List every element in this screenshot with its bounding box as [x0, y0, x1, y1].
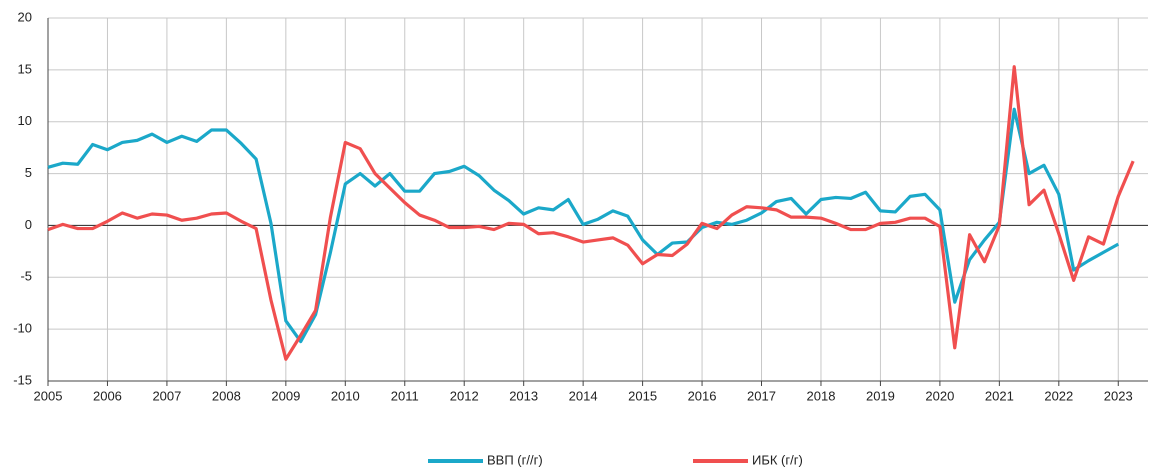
x-tick-label: 2007	[152, 388, 181, 403]
x-tick-label: 2005	[34, 388, 63, 403]
x-tick-label: 2010	[331, 388, 360, 403]
y-tick-label: -15	[13, 372, 32, 387]
x-tick-label: 2008	[212, 388, 241, 403]
x-tick-label: 2009	[271, 388, 300, 403]
x-tick-label: 2012	[450, 388, 479, 403]
x-tick-label: 2023	[1104, 388, 1133, 403]
x-tick-label: 2020	[925, 388, 954, 403]
legend-label: ИБК (г/г)	[752, 452, 803, 467]
legend-label: ВВП (г//г)	[487, 452, 543, 467]
y-tick-label: 20	[18, 9, 32, 24]
x-tick-label: 2022	[1044, 388, 1073, 403]
x-tick-label: 2018	[807, 388, 836, 403]
y-tick-label: 0	[25, 217, 32, 232]
x-tick-label: 2014	[569, 388, 598, 403]
x-tick-label: 2016	[688, 388, 717, 403]
y-tick-label: 5	[25, 165, 32, 180]
x-tick-label: 2011	[391, 388, 419, 403]
x-tick-label: 2021	[985, 388, 1014, 403]
y-tick-label: 15	[18, 61, 32, 76]
y-tick-label: 10	[18, 113, 32, 128]
x-tick-label: 2019	[866, 388, 895, 403]
x-tick-label: 2015	[628, 388, 657, 403]
y-tick-label: -5	[20, 269, 32, 284]
x-tick-label: 2006	[93, 388, 122, 403]
series-line	[47, 107, 1120, 344]
series-line	[47, 65, 1135, 361]
x-tick-label: 2017	[747, 388, 776, 403]
y-tick-label: -10	[13, 321, 32, 336]
x-tick-label: 2013	[509, 388, 538, 403]
